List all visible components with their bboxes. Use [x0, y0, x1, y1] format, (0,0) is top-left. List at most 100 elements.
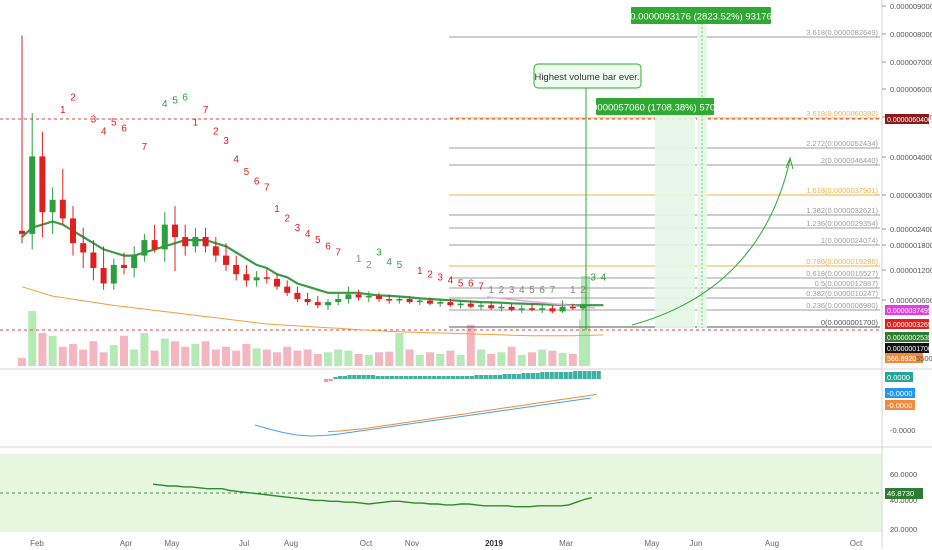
rsi-axis-label: 20.0000 [890, 525, 917, 534]
candle-body [161, 224, 168, 250]
td-count-label: 3 [223, 136, 229, 147]
price-tag-label: 0.0000002535 [887, 335, 932, 342]
macd-histogram-bar [493, 375, 498, 379]
macd-histogram-bar [338, 376, 343, 379]
fib-level-label: 1.236(0.0000029354) [806, 219, 878, 228]
rsi-pane[interactable] [0, 454, 882, 532]
volume-bar [222, 346, 230, 366]
td-count-label: 1 [60, 105, 66, 116]
volume-bar [528, 352, 536, 366]
fib-level-label: 0(0.0000001700) [821, 318, 879, 327]
macd-histogram-bar [455, 376, 460, 379]
volume-bar [385, 351, 394, 366]
td-count-label: 3 [509, 285, 515, 296]
td-count-label: 4 [233, 155, 239, 166]
macd-histogram-bar [380, 376, 385, 379]
candle-body [294, 292, 301, 299]
time-tick-label: 2019 [485, 539, 503, 548]
macd-line [254, 397, 592, 437]
td-count-label: 1 [570, 285, 576, 296]
macd-histogram-bar [356, 375, 362, 379]
price-tag [885, 305, 929, 315]
td-count-label: 4 [101, 127, 107, 138]
volume-bar [293, 350, 302, 366]
volume-bar [262, 349, 271, 366]
macd-tag-label: 0.0000 [887, 373, 910, 382]
volume-bar [426, 352, 434, 366]
projection-arrow [631, 159, 791, 326]
volume-bar [38, 333, 47, 366]
candle-body [365, 295, 372, 298]
td-count-label: 2 [284, 214, 290, 225]
td-count-label: 3 [590, 272, 596, 283]
candle-body [233, 264, 240, 275]
macd-histogram-bar [328, 379, 333, 381]
candle-body [416, 300, 423, 303]
price-tag-label: 0.0000003269 [887, 322, 932, 329]
rsi-tag [885, 488, 923, 499]
candle-body [100, 268, 107, 284]
price-tag-label: 5500 [916, 354, 932, 363]
macd-histogram-bar [371, 375, 376, 379]
candle-body [192, 237, 199, 247]
volume-bar [79, 349, 88, 366]
candle-body [141, 240, 148, 256]
volume-bar [252, 348, 261, 366]
price-tag-label: 0.0000060400 [887, 117, 932, 124]
arrow-head [785, 156, 794, 170]
macd-histogram-bar [436, 376, 441, 379]
macd-pane[interactable] [0, 371, 932, 448]
price-tag-label: 0.0000037495 [887, 308, 932, 315]
candle-body [121, 264, 127, 268]
volume-bar [140, 333, 149, 366]
candle-body [569, 306, 576, 309]
td-count-label: 5 [244, 167, 250, 178]
td-count-label: 4 [448, 276, 454, 287]
volume-bar [313, 353, 322, 366]
candle-body [518, 308, 525, 310]
macd-tag-label: -0.0000 [887, 389, 912, 398]
candle-body [284, 286, 291, 293]
macd-histogram-bar [544, 372, 550, 379]
macd-histogram-bar [389, 376, 394, 379]
time-tick-label: Aug [284, 539, 298, 548]
macd-histogram-bar [582, 371, 587, 379]
candle-body [274, 278, 280, 287]
time-axis[interactable]: Feb Apr May Jul Aug Oct Nov 2019 Mar May Jun Aug Oct [30, 539, 863, 548]
td-count-label: 5 [458, 279, 464, 290]
fib-level-label: 2(0.0000046440) [821, 156, 879, 165]
macd-histogram-bar [502, 374, 507, 379]
macd-histogram-bar [441, 376, 446, 379]
time-tick-label: Oct [360, 539, 373, 548]
candle-body [263, 277, 270, 279]
candle-body [386, 299, 393, 301]
macd-histogram-bar [573, 371, 578, 379]
macd-tag [885, 372, 913, 382]
volume-bar [58, 346, 67, 366]
macd-histogram-bar [516, 374, 521, 379]
candle-body [39, 156, 46, 213]
macd-histogram-bar [479, 375, 484, 379]
time-tick-label: Oct [850, 539, 863, 548]
fib-level-label: 0.382(0.0000010247) [806, 289, 878, 298]
macd-histogram-bar [347, 375, 352, 379]
td-count-label: 6 [325, 241, 331, 252]
note-label: Highest volume bar ever. [534, 72, 639, 83]
td-count-label: 1 [193, 117, 199, 128]
td-count-label: 4 [305, 229, 311, 240]
main-price-pane[interactable]: 3.618(0.0000082649) 3.618(0.0000060392) 2.… [0, 15, 932, 370]
macd-histogram-bar [399, 376, 404, 379]
volume-bar [273, 352, 281, 366]
candle-body [80, 243, 87, 253]
macd-histogram-bar [413, 376, 418, 379]
candle-body [212, 246, 219, 256]
td-count-label: 2 [499, 285, 505, 296]
td-count-label: 7 [335, 248, 341, 259]
ma-orange-line [21, 286, 604, 337]
